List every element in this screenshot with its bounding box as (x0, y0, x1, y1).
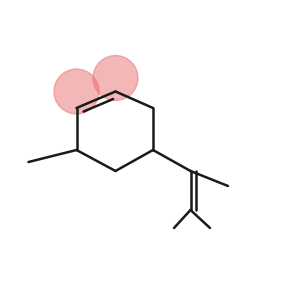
Circle shape (93, 56, 138, 100)
Circle shape (54, 69, 99, 114)
